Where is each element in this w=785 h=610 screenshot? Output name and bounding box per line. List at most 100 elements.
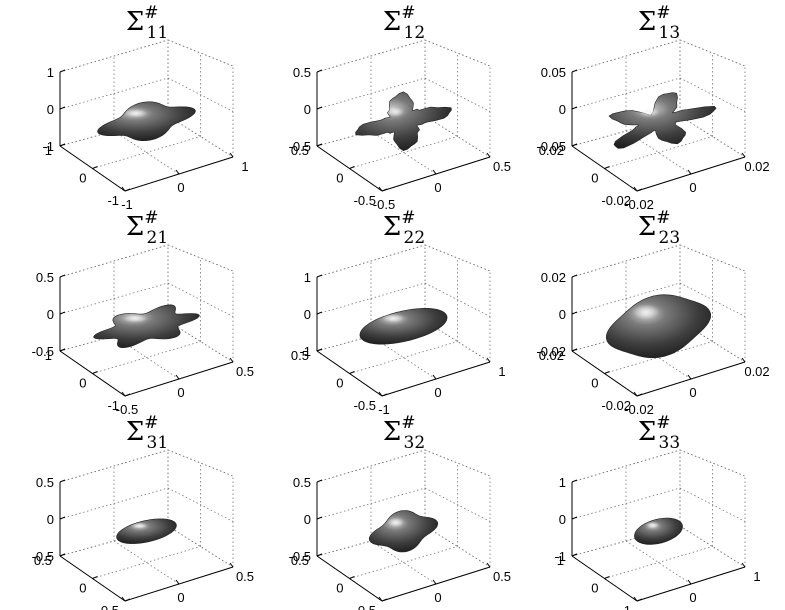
- subplot-31: Σ#310.50-0.50.50-0.5-0.500.5: [32, 413, 254, 610]
- surface-highlight: [646, 521, 660, 529]
- x-tick-label: 0: [689, 180, 696, 195]
- title-superscript: #: [401, 3, 415, 23]
- y-tick-label: 0.02: [539, 143, 564, 158]
- x-tick-label: -1: [121, 197, 133, 212]
- x-tick-label: -0.5: [373, 607, 395, 610]
- subplot-12: Σ# 120.50-0.50.50-0.5-0.500.5: [289, 3, 511, 212]
- title-symbol: Σ: [638, 212, 656, 242]
- title-symbol: Σ: [383, 212, 401, 242]
- title-subscript: 22: [404, 228, 426, 248]
- title-superscript: #: [656, 208, 670, 228]
- axes-lines: [571, 274, 746, 397]
- z-tick-label: 1: [559, 475, 566, 490]
- title-subscript: 13: [659, 23, 681, 43]
- x-tick-label: 0.02: [744, 364, 769, 379]
- surface-21: [93, 304, 200, 349]
- subplot-title: Σ# 31: [126, 413, 168, 453]
- title-symbol: Σ: [126, 417, 144, 447]
- y-tick-label: -1: [107, 398, 119, 413]
- surface-32: [368, 510, 439, 553]
- subplot-title: Σ# 22: [383, 208, 425, 248]
- z-tick-label: 0: [47, 102, 54, 117]
- axes-lines: [571, 479, 746, 602]
- title-superscript: #: [656, 3, 670, 23]
- x-tick-label: 0.5: [236, 364, 254, 379]
- subplot-title: Σ# 12: [383, 3, 425, 43]
- surface-23: [605, 294, 712, 359]
- x-tick-label: 0.02: [744, 159, 769, 174]
- z-tick-label: -0.02: [536, 344, 566, 359]
- x-tick-label: -0.5: [116, 402, 138, 417]
- z-tick-label: 0.5: [36, 475, 54, 490]
- title-symbol: Σ: [126, 7, 144, 37]
- title-subscript: 21: [147, 228, 169, 248]
- z-tick-label: 0: [304, 102, 311, 117]
- title-subscript: 11: [147, 23, 169, 43]
- z-tick-label: 0: [304, 512, 311, 527]
- x-tick-label: 0: [434, 180, 441, 195]
- subplot-title: Σ# 33: [638, 413, 680, 453]
- x-tick-label: -0.5: [116, 607, 138, 610]
- x-tick-label: -0.02: [624, 197, 654, 212]
- axes-lines: [316, 479, 491, 602]
- title-subscript: 12: [404, 23, 426, 43]
- z-tick-label: 0.5: [293, 475, 311, 490]
- x-tick-label: 1: [241, 159, 248, 174]
- y-tick-label: -0.5: [97, 603, 119, 610]
- z-tick-label: -1: [42, 139, 54, 154]
- title-subscript: 31: [147, 433, 169, 453]
- surface-highlight: [124, 108, 148, 118]
- title-superscript: #: [144, 413, 158, 433]
- title-subscript: 23: [659, 228, 681, 248]
- y-tick-label: -0.5: [354, 398, 376, 413]
- x-tick-label: 0: [434, 590, 441, 605]
- y-tick-label: -0.5: [354, 603, 376, 610]
- z-tick-label: 1: [304, 270, 311, 285]
- axes-lines: [316, 274, 491, 397]
- subplot-title: Σ# 11: [126, 3, 168, 43]
- title-superscript: #: [401, 208, 415, 228]
- surface-22: [359, 308, 448, 345]
- y-tick-label: -0.5: [354, 193, 376, 208]
- z-tick-label: 0: [559, 512, 566, 527]
- y-tick-label: -1: [619, 603, 631, 610]
- y-tick-label: 0.02: [539, 348, 564, 363]
- x-tick-label: 1: [498, 364, 505, 379]
- title-subscript: 33: [659, 433, 681, 453]
- subplot-32: Σ#320.50-0.50.50-0.5-0.500.5: [289, 413, 511, 610]
- y-tick-label: -0.02: [601, 193, 631, 208]
- y-tick-label: 0.5: [291, 143, 309, 158]
- subplot-title: Σ# 32: [383, 413, 425, 453]
- x-tick-label: 0: [177, 180, 184, 195]
- surface-highlight: [387, 517, 405, 528]
- y-tick-label: 0: [591, 581, 598, 596]
- x-tick-label: -0.5: [373, 197, 395, 212]
- y-tick-label: 0: [336, 581, 343, 596]
- surface-highlight: [632, 304, 660, 320]
- z-tick-label: -1: [299, 344, 311, 359]
- axes-lines: [571, 69, 746, 192]
- y-tick-label: 1: [45, 143, 52, 158]
- z-tick-label: 0: [47, 512, 54, 527]
- y-tick-label: 0: [79, 376, 86, 391]
- subplot-21: Σ# 210.50-0.510-1-0.500.5: [32, 208, 254, 417]
- axes-lines: [59, 69, 234, 192]
- title-symbol: Σ: [383, 417, 401, 447]
- x-tick-label: 0.5: [493, 569, 511, 584]
- z-tick-label: -0.5: [289, 549, 311, 564]
- x-tick-label: 0: [689, 385, 696, 400]
- z-tick-label: -0.5: [32, 344, 54, 359]
- x-tick-label: 0: [689, 590, 696, 605]
- y-tick-label: 0.5: [34, 553, 52, 568]
- surface-33: [634, 517, 683, 545]
- surface-highlight: [386, 106, 405, 117]
- axes-lines: [59, 479, 234, 602]
- z-tick-label: 0.05: [541, 65, 566, 80]
- z-tick-label: 0: [559, 102, 566, 117]
- x-tick-label: 0: [434, 385, 441, 400]
- x-tick-label: -1: [633, 607, 645, 610]
